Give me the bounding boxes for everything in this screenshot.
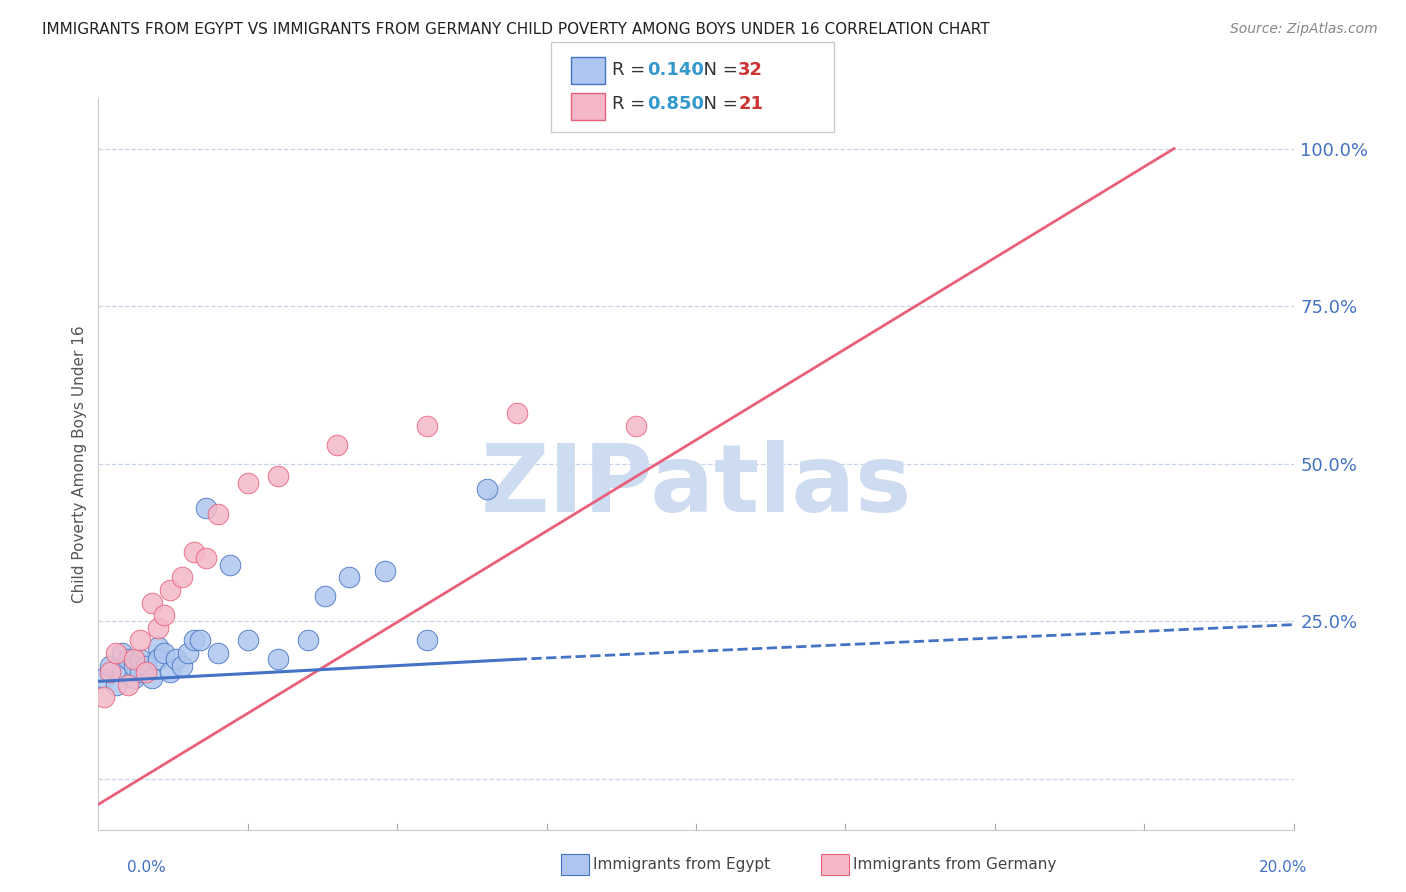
Point (475, 482, 498, 496)
Point (165, 652, 187, 666)
Point (93, 690, 115, 705)
Point (183, 545, 205, 559)
Point (236, 475, 259, 490)
Point (129, 633, 152, 648)
Point (93, 671, 115, 685)
Point (506, 406, 529, 420)
Point (339, 570, 361, 584)
Point (159, 582, 181, 597)
Point (297, 633, 319, 648)
Text: IMMIGRANTS FROM EGYPT VS IMMIGRANTS FROM GERMANY CHILD POVERTY AMONG BOYS UNDER : IMMIGRANTS FROM EGYPT VS IMMIGRANTS FROM… (42, 22, 990, 37)
Point (98, 658, 122, 673)
Point (124, 671, 146, 685)
Point (267, 469, 290, 483)
Text: N =: N = (692, 61, 744, 78)
Point (98, 665, 122, 679)
Point (177, 646, 200, 660)
Point (183, 633, 205, 648)
Text: 21: 21 (738, 95, 763, 113)
Point (117, 652, 139, 666)
Point (172, 570, 194, 584)
Point (172, 658, 194, 673)
Text: 20.0%: 20.0% (1260, 860, 1308, 874)
Text: N =: N = (692, 95, 744, 113)
Point (148, 652, 170, 666)
Point (117, 677, 139, 691)
Point (195, 500, 218, 515)
Point (129, 665, 152, 679)
Point (124, 658, 146, 673)
Point (315, 589, 337, 603)
Point (374, 564, 396, 578)
Point (326, 438, 349, 452)
Point (267, 652, 290, 666)
Point (105, 646, 128, 660)
Point (207, 646, 229, 660)
Point (135, 658, 157, 673)
Point (148, 640, 170, 654)
Point (124, 652, 146, 666)
Point (219, 558, 242, 572)
Point (141, 671, 163, 685)
Point (153, 608, 176, 623)
Text: 0.0%: 0.0% (127, 860, 166, 874)
Point (111, 665, 134, 679)
Point (416, 419, 439, 434)
Text: Immigrants from Germany: Immigrants from Germany (853, 857, 1057, 871)
Text: Immigrants from Egypt: Immigrants from Egypt (593, 857, 770, 871)
Text: ZIPatlas: ZIPatlas (481, 440, 911, 532)
Point (416, 633, 439, 648)
Point (135, 665, 157, 679)
Text: 0.140: 0.140 (647, 61, 703, 78)
Point (626, 419, 648, 434)
Text: 32: 32 (738, 61, 763, 78)
Text: Source: ZipAtlas.com: Source: ZipAtlas.com (1230, 22, 1378, 37)
Point (105, 677, 128, 691)
Point (236, 633, 259, 648)
Point (141, 596, 163, 610)
Y-axis label: Child Poverty Among Boys Under 16: Child Poverty Among Boys Under 16 (72, 325, 87, 603)
Text: 0.850: 0.850 (647, 95, 704, 113)
Point (148, 621, 170, 635)
Point (111, 646, 134, 660)
Point (129, 652, 152, 666)
Point (153, 646, 176, 660)
Point (159, 665, 181, 679)
Point (207, 508, 229, 522)
Text: R =: R = (612, 61, 651, 78)
Point (188, 633, 211, 648)
Text: R =: R = (612, 95, 651, 113)
Point (195, 551, 218, 566)
